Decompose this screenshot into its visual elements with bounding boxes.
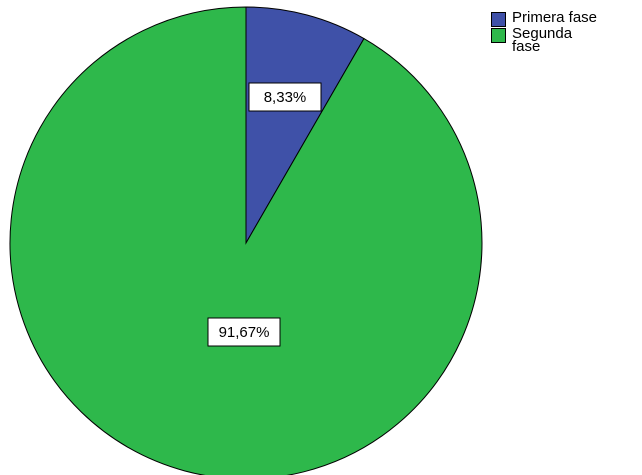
legend-label-primera-fase: Primera fase bbox=[512, 9, 598, 26]
pie-slice-segunda-fase bbox=[9, 6, 483, 475]
legend-label-segunda-fase: Segunda fase bbox=[512, 25, 573, 55]
pie-data-labels: 8,33% 91,67% bbox=[207, 82, 322, 347]
legend: Primera fase Segunda fase bbox=[491, 9, 642, 56]
data-label-box bbox=[207, 317, 281, 347]
legend-item-primera-fase: Primera fase bbox=[491, 9, 642, 27]
data-label-text: 8,33% bbox=[264, 89, 307, 106]
data-label-text: 91,67% bbox=[219, 324, 270, 341]
legend-swatch-segunda-fase bbox=[491, 28, 506, 43]
data-label-box bbox=[248, 82, 322, 112]
legend-swatch-primera-fase bbox=[491, 12, 506, 27]
legend-item-segunda-fase: Segunda fase bbox=[491, 25, 642, 55]
data-label-segunda-fase: 91,67% bbox=[207, 317, 281, 347]
pie-slice-primera-fase bbox=[245, 6, 365, 245]
pie-slices bbox=[9, 6, 483, 475]
data-label-primera-fase: 8,33% bbox=[248, 82, 322, 112]
